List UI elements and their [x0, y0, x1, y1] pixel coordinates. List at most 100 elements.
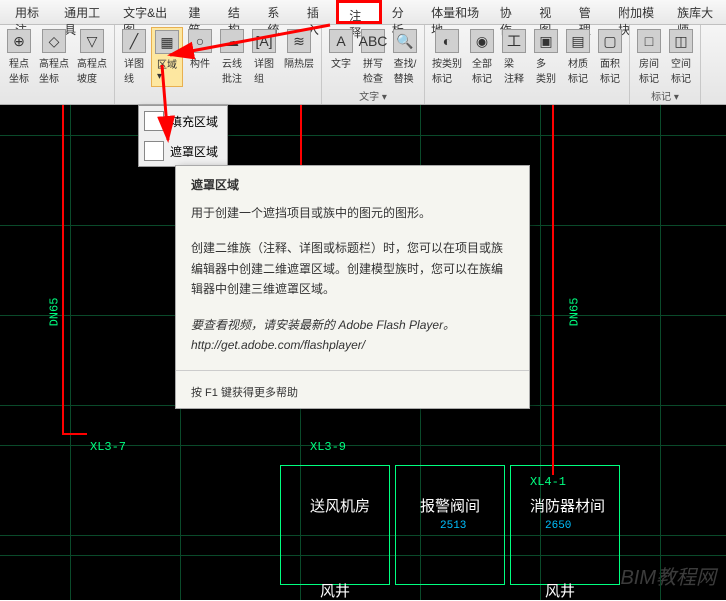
ribbon-icon: ▣	[534, 29, 558, 53]
ribbon-btn-label: 面积标记	[600, 55, 620, 85]
ribbon-btn-构件[interactable]: ○构件	[185, 27, 215, 87]
ribbon-btn-label: 隔热层	[284, 55, 314, 70]
ribbon-icon: ◐	[435, 29, 459, 53]
dropdown-label: 遮罩区域	[170, 143, 218, 160]
ribbon-icon: [A]	[252, 29, 276, 53]
ribbon-btn-高程点坐标[interactable]: ◇高程点坐标	[36, 27, 72, 87]
canvas-label: 消防器材间	[530, 495, 605, 516]
tooltip-title: 遮罩区域	[176, 166, 529, 198]
watermark: BIM教程网	[620, 561, 716, 590]
ribbon-btn-label: 构件	[190, 55, 210, 70]
ribbon-group: ╱详图线▦区域▾○构件☁云线批注[A]详图组≋隔热层	[115, 25, 322, 104]
grid-line-v	[70, 105, 71, 600]
ribbon-icon: 🔍	[393, 29, 417, 53]
tooltip-desc: 用于创建一个遮挡项目或族中的图元的图形。	[176, 198, 529, 233]
tooltip-help: 按 F1 键获得更多帮助	[176, 376, 529, 408]
menu-协作[interactable]: 协作	[490, 0, 529, 24]
ribbon-btn-label: 全部标记	[472, 55, 492, 85]
menu-系统[interactable]: 系统	[257, 0, 296, 24]
menu-体量和场地[interactable]: 体量和场地	[421, 0, 490, 24]
menu-分析[interactable]: 分析	[382, 0, 421, 24]
menu-管理[interactable]: 管理	[569, 0, 608, 24]
tooltip-video: 要查看视频，请安装最新的 Adobe Flash Player。 http://…	[176, 310, 529, 366]
canvas-label: 报警阀间	[420, 495, 480, 516]
menu-用标注[interactable]: 用标注	[5, 0, 54, 24]
menu-建筑[interactable]: 建筑	[178, 0, 217, 24]
ribbon: ⊕程点坐标◇高程点坐标▽高程点坡度╱详图线▦区域▾○构件☁云线批注[A]详图组≋…	[0, 25, 726, 105]
tooltip-panel: 遮罩区域 用于创建一个遮挡项目或族中的图元的图形。 创建二维族（注释、详图或标题…	[175, 165, 530, 409]
ribbon-group: ◐按类别标记◉全部标记工梁注释▣多类别▤材质标记▢面积标记	[425, 25, 630, 104]
ribbon-btn-label: 区域▾	[157, 56, 177, 82]
ribbon-icon: ⊕	[7, 29, 31, 53]
ribbon-btn-多类别[interactable]: ▣多类别	[531, 27, 561, 87]
ribbon-icon: ▽	[80, 29, 104, 53]
ribbon-group-label: 标记 ▾	[651, 87, 679, 103]
tooltip-body: 创建二维族（注释、详图或标题栏）时，您可以在项目或族编辑器中创建二维遮罩区域。创…	[176, 233, 529, 309]
ribbon-icon: ◇	[42, 29, 66, 53]
ribbon-btn-区域▾[interactable]: ▦区域▾	[151, 27, 183, 87]
canvas-label: 风井	[545, 580, 575, 601]
ribbon-icon: ▦	[155, 30, 179, 54]
ribbon-btn-label: 查找/替换	[394, 55, 417, 85]
ribbon-btn-梁注释[interactable]: 工梁注释	[499, 27, 529, 87]
ribbon-icon: ABC	[361, 29, 385, 53]
ribbon-icon: ╱	[122, 29, 146, 53]
grid-line-v	[660, 105, 661, 600]
canvas-label: DN65	[47, 298, 61, 327]
ribbon-group: □房间标记◫空间标记标记 ▾	[630, 25, 701, 104]
ribbon-icon: □	[637, 29, 661, 53]
menu-附加模块[interactable]: 附加模块	[608, 0, 667, 24]
canvas-label: 风井	[320, 580, 350, 601]
ribbon-btn-详图组[interactable]: [A]详图组	[249, 27, 279, 87]
ribbon-btn-隔热层[interactable]: ≋ 隔热层	[281, 27, 317, 87]
ribbon-btn-面积标记[interactable]: ▢面积标记	[595, 27, 625, 87]
pipe	[300, 105, 302, 165]
ribbon-btn-拼写检查[interactable]: ABC拼写检查	[358, 27, 388, 87]
ribbon-group: A文字ABC拼写检查🔍查找/替换文字 ▾	[322, 25, 425, 104]
grid-line-h	[0, 135, 726, 136]
canvas-label: DN65	[567, 298, 581, 327]
ribbon-btn-label: 拼写检查	[363, 55, 383, 85]
menu-文字&出图[interactable]: 文字&出图	[113, 0, 178, 24]
ribbon-btn-label: 多类别	[536, 55, 556, 85]
menu-注释[interactable]: 注释	[336, 0, 381, 24]
ribbon-btn-按类别标记[interactable]: ◐按类别标记	[429, 27, 465, 87]
ribbon-btn-label: 空间标记	[671, 55, 691, 85]
ribbon-icon: A	[329, 29, 353, 53]
ribbon-btn-label: 程点坐标	[9, 55, 29, 85]
ribbon-btn-label: 高程点坐标	[39, 55, 69, 85]
ribbon-btn-详图线[interactable]: ╱详图线	[119, 27, 149, 87]
dropdown-label: 填充区域	[170, 113, 218, 130]
ribbon-btn-程点坐标[interactable]: ⊕程点坐标	[4, 27, 34, 87]
ribbon-btn-label: 云线批注	[222, 55, 242, 85]
canvas-label: 送风机房	[310, 495, 370, 516]
ribbon-btn-label: 按类别标记	[432, 55, 462, 85]
ribbon-btn-查找/替换[interactable]: 🔍查找/替换	[390, 27, 420, 87]
pipe	[62, 105, 64, 435]
ribbon-icon: 工	[502, 29, 526, 53]
room-outline	[280, 465, 390, 585]
ribbon-btn-全部标记[interactable]: ◉全部标记	[467, 27, 497, 87]
ribbon-btn-文字[interactable]: A文字	[326, 27, 356, 87]
ribbon-btn-云线批注[interactable]: ☁云线批注	[217, 27, 247, 87]
canvas-label: 2513	[440, 520, 466, 532]
ribbon-icon: ◫	[669, 29, 693, 53]
menu-通用工具[interactable]: 通用工具	[54, 0, 113, 24]
ribbon-btn-材质标记[interactable]: ▤材质标记	[563, 27, 593, 87]
dropdown-item-遮罩区域[interactable]: 遮罩区域	[139, 136, 227, 166]
ribbon-icon: ▤	[566, 29, 590, 53]
menu-族库大师[interactable]: 族库大师	[667, 0, 726, 24]
dropdown-item-填充区域[interactable]: 填充区域	[139, 106, 227, 136]
menu-插入[interactable]: 插入	[297, 0, 336, 24]
ribbon-btn-空间标记[interactable]: ◫空间标记	[666, 27, 696, 87]
canvas-label: XL3-9	[310, 440, 346, 454]
canvas-label: 2650	[545, 520, 571, 532]
ribbon-btn-label: 材质标记	[568, 55, 588, 85]
menu-结构[interactable]: 结构	[218, 0, 257, 24]
menu-视图[interactable]: 视图	[529, 0, 568, 24]
ribbon-icon: ≋	[287, 29, 311, 53]
ribbon-icon: ◉	[470, 29, 494, 53]
ribbon-btn-房间标记[interactable]: □房间标记	[634, 27, 664, 87]
canvas-label: XL3-7	[90, 440, 126, 454]
ribbon-btn-高程点坡度[interactable]: ▽高程点坡度	[74, 27, 110, 87]
